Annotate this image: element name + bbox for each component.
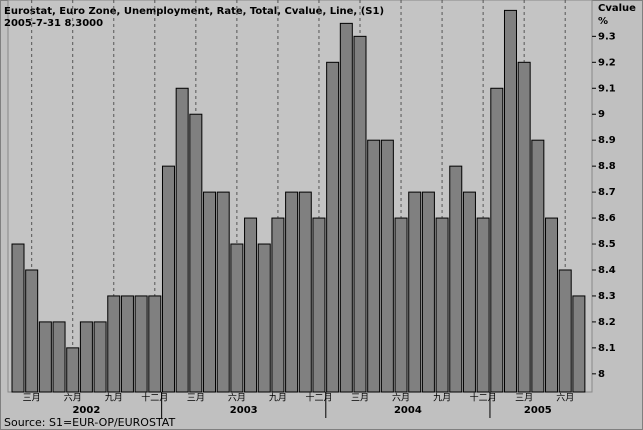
year-label: 2005 — [524, 405, 552, 416]
y-tick-label: 8.3 — [598, 291, 616, 302]
x-tick-label: 三月 — [187, 393, 205, 404]
chart-title: Eurostat, Euro Zone, Unemployment, Rate,… — [4, 6, 384, 17]
bar — [558, 269, 572, 393]
bar — [107, 295, 121, 393]
x-tick-label: 六月 — [64, 392, 82, 404]
x-tick-label: 三月 — [351, 393, 369, 404]
bar — [257, 243, 271, 393]
x-tick-label: 六月 — [392, 392, 410, 404]
bar — [408, 191, 422, 393]
bar — [380, 139, 394, 393]
y-tick-label: 9.3 — [598, 31, 616, 42]
bar — [216, 191, 230, 393]
bar — [161, 165, 175, 393]
year-label: 2004 — [394, 405, 422, 416]
y-tick-label: 9.1 — [598, 83, 616, 94]
y-axis-label: Cvalue — [598, 3, 636, 14]
y-tick-label: 9.2 — [598, 57, 616, 68]
bar — [449, 165, 463, 393]
x-tick-label: 十二月 — [470, 392, 497, 404]
bar — [230, 243, 244, 393]
x-tick-label: 九月 — [105, 393, 123, 404]
y-tick-label: 8.6 — [598, 213, 616, 224]
chart-subtitle: 2005-7-31 8.3000 — [4, 18, 103, 29]
y-tick-label: 8.1 — [598, 343, 616, 354]
y-tick-label: 8.4 — [598, 265, 616, 276]
bar — [394, 217, 408, 393]
bar — [93, 321, 107, 393]
bar — [79, 321, 93, 393]
source: Source: S1=EUR-OP/EUROSTAT — [4, 416, 175, 429]
bar — [462, 191, 476, 393]
year-label: 2003 — [230, 405, 258, 416]
bar — [66, 347, 80, 393]
bar — [339, 22, 353, 393]
bar — [203, 191, 217, 393]
x-tick-label: 十二月 — [141, 392, 168, 404]
bar — [503, 9, 517, 393]
bar — [476, 217, 490, 393]
bar — [326, 61, 340, 393]
bar — [285, 191, 299, 393]
bar — [298, 191, 312, 393]
bar — [545, 217, 559, 393]
bar — [244, 217, 258, 393]
x-tick-label: 三月 — [23, 393, 41, 404]
bar — [517, 61, 531, 393]
bar — [271, 217, 285, 393]
bar — [531, 139, 545, 393]
bar — [189, 113, 203, 393]
y-tick-label: 8.9 — [598, 135, 616, 146]
bar — [25, 269, 39, 393]
y-tick-label: 8.8 — [598, 161, 616, 172]
bar — [312, 217, 326, 393]
x-tick-label: 六月 — [556, 392, 574, 404]
bar — [367, 139, 381, 393]
bar — [134, 295, 148, 393]
y-axis-unit: % — [598, 16, 608, 27]
bar — [421, 191, 435, 393]
y-tick-label: 9 — [598, 109, 605, 120]
bar — [38, 321, 52, 393]
bar — [11, 243, 25, 393]
y-tick-label: 8.5 — [598, 239, 616, 250]
y-tick-label: 8 — [598, 369, 605, 380]
bar — [435, 217, 449, 393]
bar — [120, 295, 134, 393]
bar — [52, 321, 66, 393]
x-tick-label: 三月 — [515, 393, 533, 404]
bar — [353, 35, 367, 393]
x-tick-label: 九月 — [269, 393, 287, 404]
x-tick-label: 九月 — [433, 393, 451, 404]
bar — [175, 87, 189, 393]
y-tick-label: 8.2 — [598, 317, 616, 328]
bar — [490, 87, 504, 393]
y-tick-label: 8.7 — [598, 187, 616, 198]
x-tick-label: 十二月 — [305, 392, 332, 404]
x-tick-label: 六月 — [228, 392, 246, 404]
bar — [572, 295, 586, 393]
year-label: 2002 — [72, 405, 100, 416]
bar — [148, 295, 162, 393]
